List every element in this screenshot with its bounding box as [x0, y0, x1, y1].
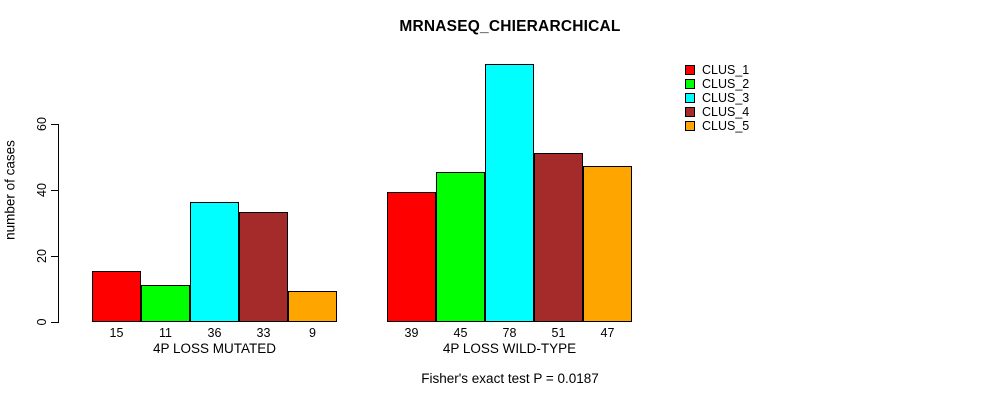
bar-value-label: 33 [256, 326, 271, 340]
bar-value-label: 47 [600, 326, 615, 340]
legend-item: CLUS_3 [685, 91, 749, 105]
y-axis-tick-label: 60 [35, 117, 49, 131]
bar-clus_1 [92, 271, 141, 322]
y-axis-tick-label: 20 [35, 249, 49, 263]
bar-value-label: 45 [453, 326, 468, 340]
legend-swatch-icon [685, 93, 695, 103]
bar-clus_4 [534, 153, 583, 322]
y-axis-tick [51, 124, 58, 125]
bar-clus_2 [436, 172, 485, 322]
bar-clus_5 [583, 166, 632, 322]
legend-swatch-icon [685, 107, 695, 117]
annotation-text: Fisher's exact test P = 0.0187 [421, 371, 599, 386]
legend-item: CLUS_4 [685, 105, 749, 119]
bar-clus_5 [288, 291, 337, 322]
bar-value-label: 78 [502, 326, 517, 340]
legend-label: CLUS_5 [702, 119, 750, 133]
group-label: 4P LOSS WILD-TYPE [442, 341, 577, 356]
chart-title: MRNASEQ_CHIERARCHICAL [399, 18, 621, 35]
bar-value-label: 11 [159, 326, 172, 340]
legend: CLUS_1 CLUS_2 CLUS_3 CLUS_4 CLUS_5 [685, 63, 749, 133]
y-axis-tick-label: 0 [35, 318, 49, 326]
y-axis-tick-label: 40 [35, 183, 49, 197]
group-label: 4P LOSS MUTATED [152, 341, 277, 356]
bar-value-label: 15 [109, 326, 124, 340]
bar-clus_2 [141, 285, 190, 322]
y-axis-tick [51, 322, 58, 323]
bar-clus_3 [190, 202, 239, 322]
legend-item: CLUS_2 [685, 77, 749, 91]
bar-clus_1 [387, 192, 436, 322]
legend-item: CLUS_1 [685, 63, 749, 77]
y-axis-tick [51, 190, 58, 191]
bar-clus_4 [239, 212, 288, 322]
bar-value-label: 39 [404, 326, 419, 340]
y-axis-line [58, 124, 59, 323]
legend-label: CLUS_4 [702, 105, 750, 119]
y-axis-tick [51, 256, 58, 257]
legend-label: CLUS_2 [702, 77, 750, 91]
legend-item: CLUS_5 [685, 119, 749, 133]
legend-label: CLUS_3 [702, 91, 750, 105]
bar-value-label: 9 [309, 326, 316, 340]
bar-value-label: 51 [551, 326, 566, 340]
legend-swatch-icon [685, 121, 695, 131]
bar-value-label: 36 [207, 326, 222, 340]
bar-clus_3 [485, 64, 534, 322]
legend-swatch-icon [685, 65, 695, 75]
y-axis-title: number of cases [2, 140, 18, 240]
legend-label: CLUS_1 [702, 63, 750, 77]
legend-swatch-icon [685, 79, 695, 89]
